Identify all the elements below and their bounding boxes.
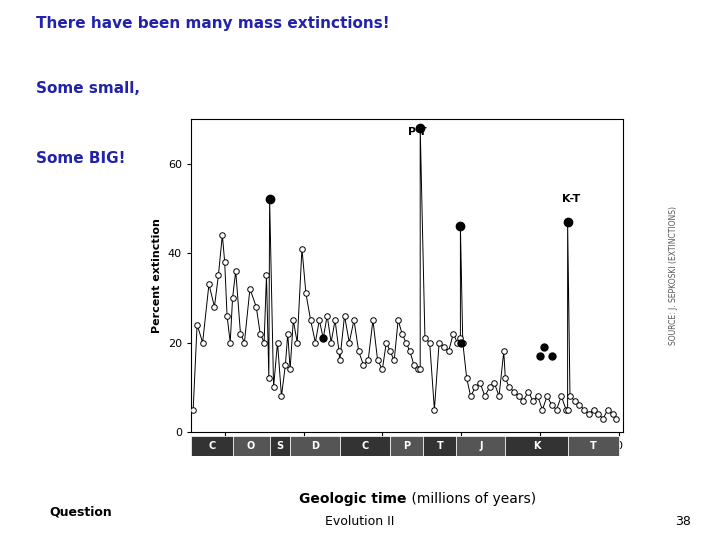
Bar — [269, 436, 290, 456]
Text: Evolution II: Evolution II — [325, 515, 395, 528]
Text: C: C — [361, 441, 369, 451]
Text: T: T — [436, 441, 444, 451]
Text: (millions of years): (millions of years) — [407, 492, 536, 507]
Bar — [191, 436, 233, 456]
Bar — [390, 436, 423, 456]
Text: D: D — [311, 441, 319, 451]
Y-axis label: Percent extinction: Percent extinction — [152, 218, 162, 333]
Text: Some small,: Some small, — [36, 81, 140, 96]
Bar — [456, 436, 505, 456]
Text: P-T: P-T — [408, 127, 426, 137]
Bar — [567, 436, 619, 456]
Bar — [340, 436, 390, 456]
Text: T: T — [590, 441, 597, 451]
Bar — [423, 436, 456, 456]
Text: P: P — [403, 441, 410, 451]
Bar — [290, 436, 340, 456]
Text: S: S — [276, 441, 284, 451]
Text: Question: Question — [50, 506, 112, 519]
Text: O: O — [247, 441, 255, 451]
Text: Some BIG!: Some BIG! — [36, 151, 125, 166]
Text: C: C — [208, 441, 215, 451]
Text: There have been many mass extinctions!: There have been many mass extinctions! — [36, 16, 390, 31]
Text: K: K — [533, 441, 540, 451]
Text: 38: 38 — [675, 515, 691, 528]
Text: SOURCE: J. SEPKOSKI (EXTINCTIONS): SOURCE: J. SEPKOSKI (EXTINCTIONS) — [669, 206, 678, 345]
Text: J: J — [479, 441, 482, 451]
Text: Geologic time: Geologic time — [300, 492, 407, 507]
Text: K-T: K-T — [562, 194, 580, 204]
Bar — [505, 436, 567, 456]
Bar — [233, 436, 269, 456]
